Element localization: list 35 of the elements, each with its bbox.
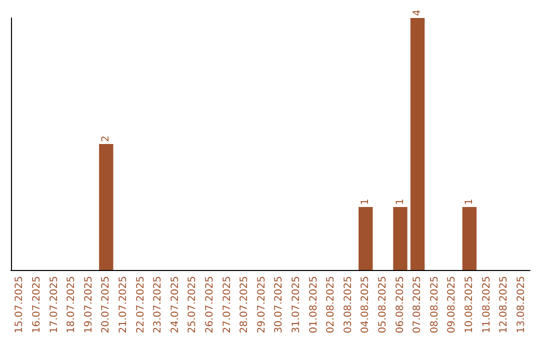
x-tick-label: 16.07.2025: [31, 276, 42, 334]
x-tick-label: 03.08.2025: [342, 276, 354, 334]
x-tick-label: 21.07.2025: [118, 276, 129, 334]
x-tick-label: 26.07.2025: [204, 276, 216, 334]
data-label: 1: [394, 198, 406, 205]
x-tick-label: 17.07.2025: [48, 276, 60, 334]
x-tick-label: 07.08.2025: [412, 276, 424, 334]
x-tick-label: 23.07.2025: [152, 276, 164, 334]
x-tick-label: 19.07.2025: [83, 276, 94, 334]
x-tick-label: 08.08.2025: [429, 276, 440, 334]
x-tick-label: 13.08.2025: [516, 276, 527, 334]
x-tick-label: 24.07.2025: [170, 276, 181, 334]
x-tick-label: 04.08.2025: [360, 276, 372, 334]
x-tick-label: 22.07.2025: [135, 276, 146, 334]
x-tick-label: 18.07.2025: [66, 276, 78, 334]
x-tick-label: 09.08.2025: [446, 276, 458, 334]
x-tick-label: 15.07.2025: [14, 276, 26, 334]
x-tick-label: 05.08.2025: [377, 276, 388, 334]
x-tick-label: 02.08.2025: [326, 276, 337, 334]
x-tick-label: 27.07.2025: [222, 276, 233, 334]
x-tick-label: 06.08.2025: [394, 276, 406, 334]
x-tick-label: 30.07.2025: [274, 276, 285, 334]
x-tick-label: 10.08.2025: [464, 276, 475, 334]
data-label: 2: [100, 136, 112, 142]
x-tick-label: 28.07.2025: [239, 276, 250, 334]
x-tick-label: 25.07.2025: [187, 276, 198, 334]
x-tick-label: 20.07.2025: [100, 276, 112, 334]
data-label: 1: [464, 198, 475, 205]
data-label: 1: [360, 198, 372, 205]
data-label: 4: [412, 10, 424, 16]
x-tick-label: 11.08.2025: [481, 276, 492, 334]
x-tick-label: 31.07.2025: [290, 276, 302, 334]
x-tick-label: 29.07.2025: [256, 276, 268, 334]
x-tick-label: 12.08.2025: [498, 276, 510, 334]
x-tick-label: 01.08.2025: [308, 276, 320, 334]
